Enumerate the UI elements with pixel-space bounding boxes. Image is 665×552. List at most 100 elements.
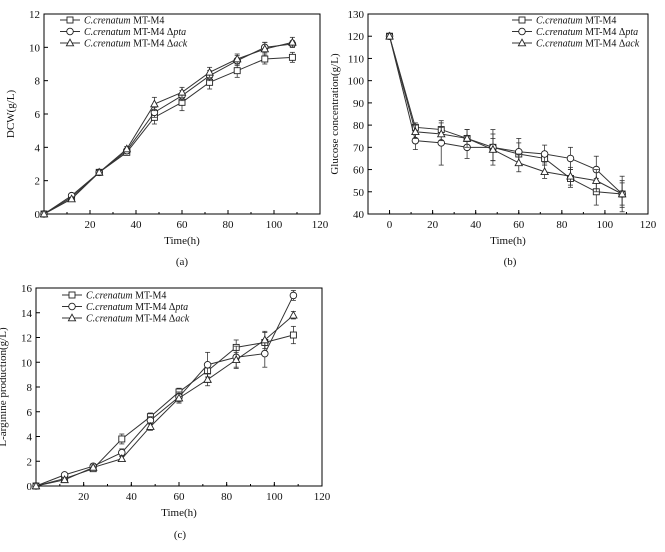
- series-3: [39, 36, 297, 218]
- x-axis-label: Time(h): [161, 507, 197, 519]
- y-tick-label: 4: [35, 142, 41, 154]
- series-1: [386, 32, 626, 208]
- legend: C.crenatum MT-M4C.crenatum MT-M4 ΔptaC.c…: [62, 291, 190, 325]
- y-tick-label: 70: [353, 142, 365, 154]
- x-tick-label: 120: [312, 219, 329, 231]
- y-tick-label: 10: [21, 357, 33, 369]
- legend-entry: C.crenatum MT-M4: [84, 16, 164, 27]
- x-tick-label: 20: [78, 491, 90, 503]
- data-point: [288, 53, 296, 61]
- x-tick-label: 100: [266, 491, 283, 503]
- data-point: [617, 189, 627, 198]
- legend-marker: [68, 302, 76, 311]
- y-tick-label: 0: [35, 209, 41, 221]
- data-point: [60, 475, 69, 484]
- data-point: [88, 462, 98, 471]
- legend: C.crenatum MT-M4C.crenatum MT-M4 ΔptaC.c…: [512, 16, 640, 50]
- series-3: [31, 310, 298, 490]
- y-tick-label: 90: [353, 98, 365, 110]
- y-tick-label: 110: [348, 53, 365, 65]
- x-tick-label: 40: [470, 219, 482, 231]
- data-point: [540, 167, 549, 176]
- y-tick-label: 12: [29, 9, 40, 21]
- legend: C.crenatum MT-M4C.crenatum MT-M4 ΔptaC.c…: [60, 16, 188, 50]
- y-tick-label: 40: [353, 209, 365, 221]
- x-tick-label: 80: [223, 219, 235, 231]
- data-point: [462, 133, 472, 142]
- x-axis-label: Time(h): [164, 235, 200, 247]
- data-point: [261, 349, 269, 358]
- chart-panel-1: 20 40 60 80 100 120 0 2 4 6 8 10 12 Time(h) DCW(g/L) (a…: [5, 9, 329, 268]
- x-tick-label: 40: [131, 219, 143, 231]
- legend-marker: [518, 27, 526, 36]
- data-point: [540, 150, 549, 158]
- y-tick-label: 16: [21, 283, 33, 295]
- data-point: [566, 171, 575, 180]
- x-tick-label: 60: [174, 491, 186, 503]
- data-point: [232, 54, 242, 63]
- legend-entry: C.crenatum MT-M4 Δpta: [84, 27, 186, 38]
- series-3: [385, 31, 627, 206]
- y-tick-label: 120: [348, 31, 365, 43]
- x-tick-label: 100: [266, 219, 283, 231]
- data-point: [289, 291, 298, 300]
- x-tick-label: 80: [556, 219, 568, 231]
- x-tick-label: 20: [85, 219, 97, 231]
- legend-entry: C.crenatum MT-M4: [86, 291, 166, 302]
- legend-entry: C.crenatum MT-M4 Δack: [536, 39, 640, 50]
- y-tick-label: 130: [348, 9, 365, 21]
- data-point: [203, 374, 212, 383]
- panel-label: (c): [174, 529, 187, 541]
- y-axis-label: Glucose concentration(g/L): [329, 53, 341, 175]
- legend-entry: C.crenatum MT-M4 Δpta: [536, 27, 638, 38]
- x-tick-label: 60: [513, 219, 525, 231]
- y-tick-label: 12: [21, 333, 32, 345]
- series-line: [43, 41, 293, 215]
- series-line: [389, 36, 623, 195]
- data-point: [566, 154, 575, 163]
- y-tick-label: 0: [27, 481, 33, 493]
- legend-entry: C.crenatum MT-M4 Δack: [84, 39, 188, 50]
- y-tick-label: 6: [27, 407, 33, 419]
- y-tick-label: 2: [35, 176, 41, 188]
- y-tick-label: 50: [353, 187, 365, 199]
- y-tick-label: 14: [21, 308, 33, 320]
- legend-marker: [517, 38, 527, 47]
- plot-frame: [367, 13, 649, 215]
- legend-marker: [66, 16, 74, 24]
- legend-marker: [518, 16, 526, 24]
- chart-panel-3: 20 40 60 80 100 120 0 2 4 6 8 10 12 14 16 Time(h) L-argi…: [0, 283, 331, 541]
- series-line: [35, 314, 294, 487]
- chart-panel-2: 0 20 40 60 80 100 120 40 50 60 70 80 90 100 110 120 130 T…: [329, 9, 657, 268]
- y-tick-label: 4: [27, 432, 33, 444]
- data-point: [289, 310, 298, 319]
- series-line: [35, 334, 294, 487]
- data-point: [514, 158, 524, 167]
- series-line: [43, 56, 293, 215]
- data-point: [205, 67, 214, 76]
- data-point: [260, 44, 270, 53]
- x-tick-label: 120: [314, 491, 331, 503]
- data-point: [94, 167, 104, 176]
- series-line: [35, 295, 294, 487]
- y-tick-label: 6: [35, 109, 41, 121]
- series-1: [32, 325, 297, 490]
- x-tick-label: 20: [427, 219, 439, 231]
- y-tick-label: 8: [27, 382, 33, 394]
- y-axis-label: L-arginine production(g/L): [0, 327, 9, 447]
- y-tick-label: 100: [348, 76, 365, 88]
- y-tick-label: 2: [27, 456, 33, 468]
- legend-marker: [67, 313, 77, 322]
- data-point: [385, 31, 394, 40]
- legend-marker: [66, 27, 74, 36]
- data-point: [231, 355, 241, 364]
- data-point: [203, 360, 212, 369]
- legend-entry: C.crenatum MT-M4 Δack: [86, 314, 190, 325]
- data-point: [436, 129, 446, 138]
- series-line: [389, 36, 623, 195]
- legend-marker: [65, 38, 75, 47]
- y-axis-label: DCW(g/L): [5, 90, 17, 139]
- x-tick-label: 0: [387, 219, 393, 231]
